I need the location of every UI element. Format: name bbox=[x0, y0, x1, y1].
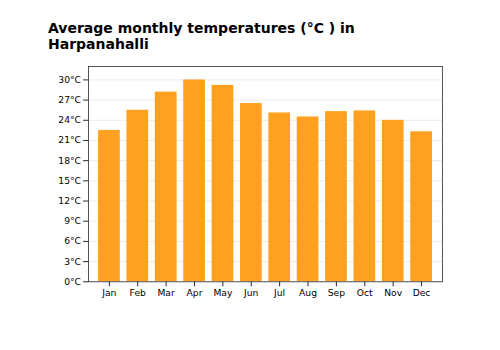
svg-text:24°C: 24°C bbox=[58, 114, 81, 125]
svg-text:Sep: Sep bbox=[328, 287, 345, 298]
svg-text:3°C: 3°C bbox=[64, 256, 81, 267]
svg-text:15°C: 15°C bbox=[58, 175, 81, 186]
svg-text:Jun: Jun bbox=[243, 287, 259, 298]
svg-text:Apr: Apr bbox=[187, 287, 203, 298]
svg-text:Jul: Jul bbox=[273, 287, 285, 298]
svg-text:Oct: Oct bbox=[357, 287, 373, 298]
svg-text:Aug: Aug bbox=[299, 287, 317, 298]
svg-text:18°C: 18°C bbox=[58, 155, 81, 166]
svg-text:9°C: 9°C bbox=[64, 215, 81, 226]
svg-text:Nov: Nov bbox=[384, 287, 402, 298]
svg-text:Jan: Jan bbox=[101, 287, 116, 298]
svg-text:May: May bbox=[213, 287, 233, 298]
svg-text:30°C: 30°C bbox=[58, 74, 81, 85]
svg-text:27°C: 27°C bbox=[58, 94, 81, 105]
svg-text:Mar: Mar bbox=[157, 287, 175, 298]
svg-text:Feb: Feb bbox=[130, 287, 146, 298]
svg-text:21°C: 21°C bbox=[58, 134, 81, 145]
svg-text:Dec: Dec bbox=[413, 287, 431, 298]
svg-text:6°C: 6°C bbox=[64, 235, 81, 246]
svg-text:0°C: 0°C bbox=[64, 276, 81, 287]
svg-text:12°C: 12°C bbox=[58, 195, 81, 206]
html-text:Average monthly temperatures (: Average monthly temperatures (°C ) in Ha… bbox=[48, 20, 355, 52]
